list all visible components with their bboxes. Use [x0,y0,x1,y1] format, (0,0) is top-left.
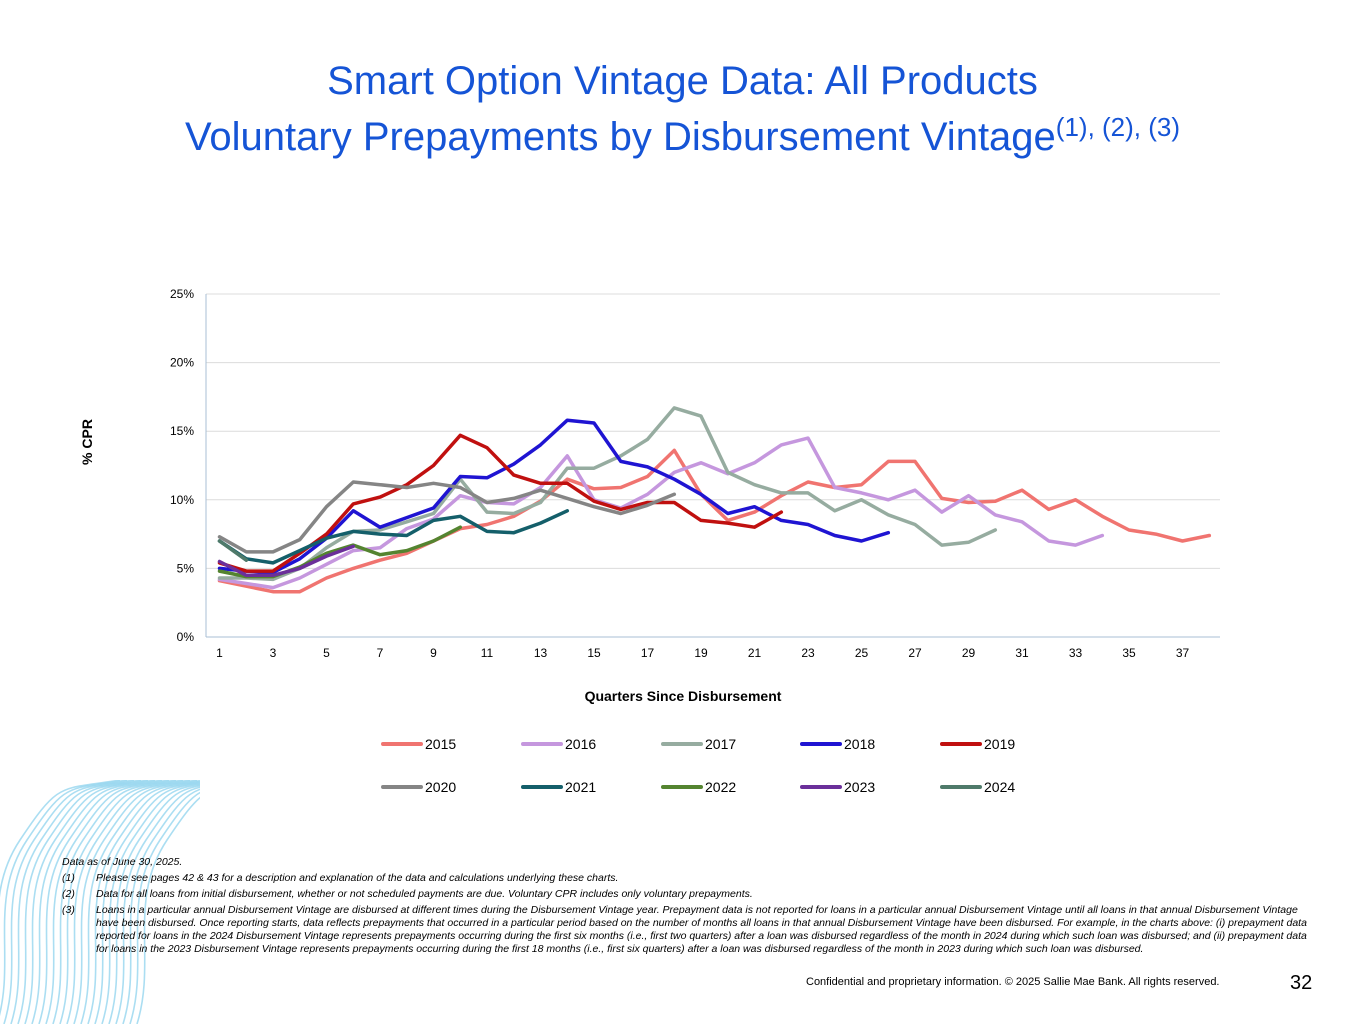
footnote-1: (1) Please see pages 42 & 43 for a descr… [62,872,1312,885]
footnote-1-text: Please see pages 42 & 43 for a descripti… [96,872,1312,885]
x-tick-label: 7 [377,646,384,660]
legend-label-2015: 2015 [425,736,456,752]
legend-label-2018: 2018 [844,736,875,752]
y-tick-label: 15% [170,424,194,438]
x-tick-label: 21 [748,646,762,660]
x-tick-label: 17 [641,646,655,660]
axes: 0%5%10%15%20%25%1 3 5 7 9 11 13 15 17 19 21 23 25 27 2… [79,287,1220,704]
footnotes: Data as of June 30, 2025. (1) Please see… [62,856,1312,959]
gridlines [206,294,1220,568]
x-tick-label: 13 [534,646,548,660]
legend-label-2024: 2024 [984,779,1015,795]
x-tick-label: 33 [1069,646,1083,660]
footnote-3-text: Loans in a particular annual Disbursemen… [96,904,1312,956]
x-tick-label: 19 [694,646,708,660]
legend-label-2021: 2021 [565,779,596,795]
y-tick-label: 25% [170,287,194,301]
y-tick-label: 10% [170,493,194,507]
x-tick-label: 31 [1015,646,1029,660]
legend-label-2017: 2017 [705,736,736,752]
x-tick-label: 35 [1122,646,1136,660]
x-tick-label: 3 [270,646,277,660]
x-tick-label: 29 [962,646,976,660]
x-tick-label: 25 [855,646,869,660]
footnote-data-as-of: Data as of June 30, 2025. [62,856,1312,869]
footnote-1-num: (1) [62,872,96,885]
legend-label-2023: 2023 [844,779,875,795]
x-tick-label: 23 [801,646,815,660]
x-tick-label: 9 [430,646,437,660]
x-tick-label: 27 [908,646,922,660]
footnote-2-text: Data for all loans from initial disburse… [96,888,1312,901]
x-axis-title: Quarters Since Disbursement [585,688,782,704]
y-tick-label: 0% [177,630,195,644]
footnote-2: (2) Data for all loans from initial disb… [62,888,1312,901]
y-tick-label: 20% [170,356,194,370]
legend-label-2016: 2016 [565,736,596,752]
page-number: 32 [1290,972,1312,995]
x-tick-label: 37 [1176,646,1190,660]
confidential-notice: Confidential and proprietary information… [806,976,1220,988]
footnote-3-num: (3) [62,904,96,956]
prepayment-line-chart: 0%5%10%15%20%25%1 3 5 7 9 11 13 15 17 19 21 23 25 27 2… [0,0,1365,830]
footnote-2-num: (2) [62,888,96,901]
x-tick-label: 1 [216,646,223,660]
legend-label-2019: 2019 [984,736,1015,752]
footnote-3: (3) Loans in a particular annual Disburs… [62,904,1312,956]
legend-label-2022: 2022 [705,779,736,795]
y-tick-label: 5% [177,561,195,575]
legend-label-2020: 2020 [425,779,456,795]
x-tick-label: 15 [587,646,601,660]
y-axis-title: % CPR [79,419,95,465]
legend: 2015 2016 2017 2018 2019 2020 2021 2022 2023 2024 [383,736,1015,795]
x-tick-label: 11 [481,646,494,660]
x-tick-label: 5 [323,646,330,660]
